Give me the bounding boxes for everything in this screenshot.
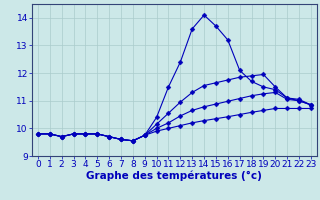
X-axis label: Graphe des températures (°c): Graphe des températures (°c) <box>86 171 262 181</box>
